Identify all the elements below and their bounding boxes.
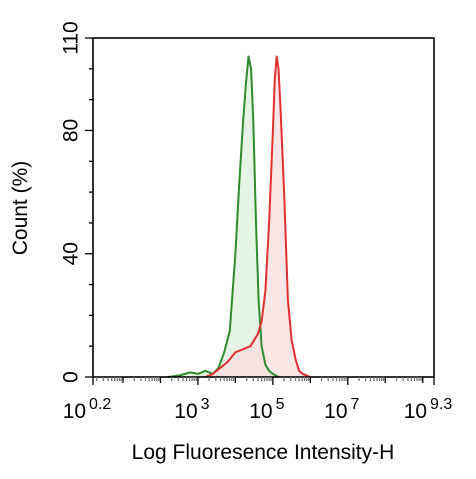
- x-tick-exponent: 3: [201, 396, 210, 413]
- y-axis-title: Count (%): [9, 161, 32, 256]
- x-tick-exponent: 5: [276, 396, 285, 413]
- x-tick-base: 10: [404, 400, 427, 423]
- x-tick-label: 10 0.2: [63, 396, 112, 423]
- x-tick-label: 10 7: [324, 396, 359, 423]
- x-axis-title: Log Fluoresence Intensity-H: [132, 441, 395, 464]
- x-tick-label: 10 3: [174, 396, 209, 423]
- x-tick-label: 10 5: [249, 396, 284, 423]
- series-2-line: [205, 55, 311, 378]
- x-tick-base: 10: [324, 400, 347, 423]
- x-tick-base: 10: [63, 400, 86, 423]
- y-tick-label: 40: [60, 242, 83, 265]
- x-tick-base: 10: [249, 400, 272, 423]
- x-tick-base: 10: [174, 400, 197, 423]
- y-tick-label: 80: [60, 119, 83, 142]
- series-1-area: [167, 56, 279, 377]
- x-tick-exponent: 9.3: [430, 396, 452, 413]
- y-tick-label: 110: [60, 21, 83, 54]
- x-tick-label: 10 9.3: [404, 396, 453, 423]
- series-1-line: [167, 55, 279, 378]
- series-2-area: [205, 56, 311, 377]
- x-tick-exponent: 7: [351, 396, 360, 413]
- plot-frame: [92, 37, 435, 378]
- series-layer: [167, 55, 311, 378]
- x-tick-exponent: 0.2: [89, 396, 111, 413]
- y-tick-label: 0: [60, 371, 83, 383]
